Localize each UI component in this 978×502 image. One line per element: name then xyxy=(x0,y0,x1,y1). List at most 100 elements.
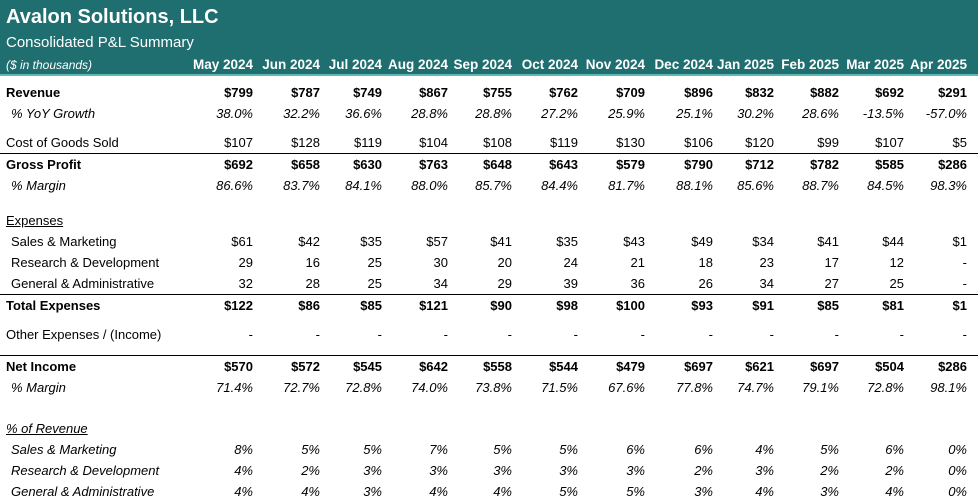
value-cell: 85.7% xyxy=(475,178,512,193)
value-cell: - xyxy=(507,327,512,342)
value-cell: 3% xyxy=(363,484,382,499)
row-label: Sales & Marketing xyxy=(11,234,117,249)
pct-revenue-section-header: % of Revenue xyxy=(0,418,978,439)
value-cell: 30.2% xyxy=(737,106,774,121)
value-cell: 25.1% xyxy=(676,106,713,121)
value-cell: 36 xyxy=(630,276,645,291)
value-cell: 34 xyxy=(759,276,774,291)
row-label: Expenses xyxy=(6,213,64,228)
value-cell: $35 xyxy=(360,234,382,249)
value-cell: 0% xyxy=(948,442,967,457)
value-cell: $104 xyxy=(419,135,448,150)
value-cell: 39 xyxy=(563,276,578,291)
value-cell: - xyxy=(834,327,839,342)
value-cell: $107 xyxy=(224,135,253,150)
value-cell: $41 xyxy=(490,234,512,249)
value-cell: 4% xyxy=(429,484,448,499)
value-cell: - xyxy=(640,327,645,342)
value-cell: 4% xyxy=(301,484,320,499)
value-cell: $291 xyxy=(938,85,967,100)
value-cell: $697 xyxy=(684,359,713,374)
value-cell: $692 xyxy=(875,85,904,100)
value-cell: - xyxy=(899,327,904,342)
month-header: Dec 2024 xyxy=(654,57,713,72)
value-cell: 32.2% xyxy=(283,106,320,121)
value-cell: 26 xyxy=(698,276,713,291)
value-cell: $121 xyxy=(419,298,448,313)
pct-research-dev-row: Research & Development 4% 2% 3% 3% 3% 3% 3% 2% 3%… xyxy=(0,460,978,481)
value-cell: $762 xyxy=(549,85,578,100)
month-header: Jul 2024 xyxy=(328,57,382,72)
other-expenses-row: Other Expenses / (Income) - - - - - - - - - - - - xyxy=(0,324,978,345)
net-income-row: Net Income $570 $572 $545 $642 $558 $544 $479 $6… xyxy=(0,355,978,377)
value-cell: $782 xyxy=(810,157,839,172)
value-cell: $1 xyxy=(952,234,967,249)
value-cell: 83.7% xyxy=(283,178,320,193)
value-cell: 8% xyxy=(234,442,253,457)
month-header: May 2024 xyxy=(192,57,253,72)
value-cell: 12 xyxy=(889,255,904,270)
value-cell: 38.0% xyxy=(216,106,253,121)
value-cell: 71.4% xyxy=(216,380,253,395)
net-margin-row: % Margin 71.4% 72.7% 72.8% 74.0% 73.8% 71.5% 67… xyxy=(0,377,978,398)
value-cell: 6% xyxy=(885,442,904,457)
value-cell: - xyxy=(769,327,774,342)
gross-profit-row: Gross Profit $692 $658 $630 $763 $648 $643 $579… xyxy=(0,153,978,175)
value-cell: 5% xyxy=(626,484,645,499)
report-header: Avalon Solutions, LLC Consolidated P&L S… xyxy=(0,0,978,76)
value-cell: 20 xyxy=(497,255,512,270)
expenses-section-header: Expenses xyxy=(0,210,978,231)
value-cell: 17 xyxy=(824,255,839,270)
value-cell: 2% xyxy=(301,463,320,478)
row-label: General & Administrative xyxy=(11,276,155,291)
value-cell: $41 xyxy=(817,234,839,249)
value-cell: 77.8% xyxy=(676,380,713,395)
value-cell: 6% xyxy=(626,442,645,457)
row-label: General & Administrative xyxy=(11,484,155,499)
value-cell: 72.7% xyxy=(283,380,320,395)
value-cell: 34 xyxy=(433,276,448,291)
value-cell: - xyxy=(708,327,713,342)
value-cell: $643 xyxy=(549,157,578,172)
value-cell: $49 xyxy=(691,234,713,249)
value-cell: 84.4% xyxy=(541,178,578,193)
value-cell: $43 xyxy=(623,234,645,249)
general-admin-row: General & Administrative 32 28 25 34 29 39 36 26… xyxy=(0,273,978,294)
value-cell: $697 xyxy=(810,359,839,374)
value-cell: $832 xyxy=(745,85,774,100)
month-header: Aug 2024 xyxy=(387,57,448,72)
value-cell: $91 xyxy=(752,298,774,313)
value-cell: - xyxy=(315,327,320,342)
value-cell: $99 xyxy=(817,135,839,150)
value-cell: 88.1% xyxy=(676,178,713,193)
value-cell: $85 xyxy=(360,298,382,313)
month-header: Oct 2024 xyxy=(521,57,578,72)
value-cell: - xyxy=(443,327,448,342)
value-cell: $579 xyxy=(616,157,645,172)
row-label: Research & Development xyxy=(11,463,160,478)
row-label: Other Expenses / (Income) xyxy=(6,327,162,342)
value-cell: 25.9% xyxy=(608,106,645,121)
row-label: % YoY Growth xyxy=(11,106,96,121)
units-note: ($ in thousands) xyxy=(6,58,93,72)
value-cell: $585 xyxy=(875,157,904,172)
value-cell: $108 xyxy=(483,135,512,150)
value-cell: $85 xyxy=(817,298,839,313)
value-cell: $658 xyxy=(291,157,320,172)
sales-marketing-row: Sales & Marketing $61 $42 $35 $57 $41 $35 $43 $4… xyxy=(0,231,978,252)
value-cell: 25 xyxy=(367,276,382,291)
value-cell: 4% xyxy=(234,463,253,478)
value-cell: $98 xyxy=(556,298,578,313)
value-cell: 5% xyxy=(493,442,512,457)
value-cell: 32 xyxy=(238,276,253,291)
value-cell: $120 xyxy=(745,135,774,150)
value-cell: 88.0% xyxy=(411,178,448,193)
value-cell: $1 xyxy=(952,298,967,313)
value-cell: 28.6% xyxy=(802,106,839,121)
value-cell: $544 xyxy=(549,359,578,374)
value-cell: $621 xyxy=(745,359,774,374)
pct-general-admin-row: General & Administrative 4% 4% 3% 4% 4% 5% 5% 3%… xyxy=(0,481,978,502)
value-cell: 5% xyxy=(559,442,578,457)
value-cell: 86.6% xyxy=(216,178,253,193)
value-cell: $882 xyxy=(810,85,839,100)
